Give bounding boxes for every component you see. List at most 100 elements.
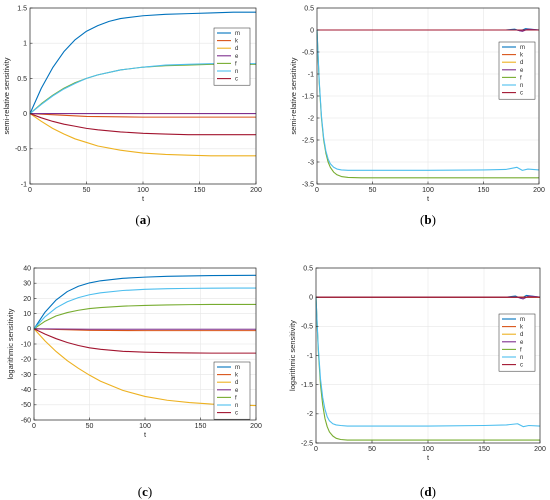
legend-label-d: d: [235, 380, 238, 386]
chart-panel-c: 0 50 100 150 200 -60 -50 -40 -30 -20 -10 0 10 20 30 40 t…: [6, 265, 262, 499]
x-tick-label: 100: [422, 446, 434, 453]
y-axis-label: logarithmic sensitivity: [288, 320, 297, 391]
series-line-k: [33, 328, 256, 332]
y-tick-label: -1.5: [301, 382, 313, 389]
legend-label-m: m: [520, 317, 525, 323]
series-line-c: [33, 328, 256, 354]
y-tick-label: 0: [309, 295, 313, 302]
series-line-m: [33, 274, 257, 330]
x-tick-label: 0: [28, 187, 32, 194]
series-line-n: [33, 287, 256, 330]
y-tick-label: 10: [23, 311, 31, 318]
legend-label-f: f: [520, 347, 522, 353]
y-tick-label: 0: [310, 27, 314, 34]
x-tick-label: 0: [314, 446, 318, 453]
legend-label-k: k: [235, 373, 239, 379]
x-tick-label: 100: [137, 187, 149, 194]
x-tick-label: 150: [194, 187, 206, 194]
panel-caption-letter: c: [142, 484, 148, 499]
y-tick-label: 30: [23, 281, 31, 288]
legend-box: [213, 361, 251, 420]
x-tick-label: 0: [315, 187, 319, 194]
y-tick-label: -2.5: [301, 440, 313, 447]
legend-label-k: k: [520, 325, 524, 331]
y-tick-label: 0: [27, 326, 31, 333]
y-tick-label: -3: [308, 159, 314, 166]
panel-caption: (d): [420, 484, 436, 499]
x-axis-label: t: [142, 194, 145, 203]
x-tick-label: 100: [422, 187, 434, 194]
legend-label-n: n: [235, 69, 238, 75]
y-tick-label: -3.5: [302, 181, 314, 188]
y-tick-label: -20: [21, 357, 31, 364]
x-tick-label: 200: [534, 446, 546, 453]
legend-label-f: f: [235, 395, 237, 401]
legend-box: [498, 313, 536, 372]
y-tick-label: -40: [21, 387, 31, 394]
y-tick-label: -0.5: [302, 49, 314, 56]
y-tick-label: 20: [23, 296, 31, 303]
legend-label-c: c: [235, 77, 238, 83]
legend-label-c: c: [520, 91, 523, 97]
legend-label-d: d: [520, 60, 523, 66]
x-tick-label: 200: [533, 187, 545, 194]
y-tick-label: -2: [308, 115, 314, 122]
y-axis-label: semi-relative sensitivity: [289, 57, 298, 134]
series-line-n: [316, 29, 540, 171]
series-line-f: [315, 297, 540, 441]
y-axis-label: semi-relative sensitivity: [2, 57, 11, 134]
legend-label-n: n: [520, 83, 523, 89]
y-tick-label: 0.5: [303, 265, 313, 272]
legend-label-d: d: [520, 332, 523, 338]
series-line-d: [29, 113, 256, 157]
panel-caption: (c): [138, 484, 152, 499]
y-tick-label: -30: [21, 372, 31, 379]
legend-label-m: m: [235, 365, 240, 371]
x-tick-label: 50: [368, 446, 376, 453]
y-tick-label: -1: [308, 71, 314, 78]
y-tick-label: 40: [23, 265, 31, 272]
x-tick-label: 0: [32, 423, 36, 430]
series-line-k: [29, 113, 256, 118]
y-tick-label: -1: [21, 181, 27, 188]
legend-label-e: e: [520, 68, 524, 74]
series-line-c: [29, 113, 256, 136]
legend-label-e: e: [520, 340, 524, 346]
legend-label-d: d: [235, 46, 238, 52]
x-tick-label: 50: [86, 423, 94, 430]
y-tick-label: -1: [307, 353, 313, 360]
y-tick-label: -10: [21, 341, 31, 348]
y-tick-label: -2.5: [302, 137, 314, 144]
y-tick-label: 0.5: [304, 5, 314, 12]
x-axis-label: t: [427, 453, 430, 462]
legend-label-k: k: [235, 39, 239, 45]
chart-panel-d: 0 50 100 150 200 -2.5 -2 -1.5 -1 -0.5 0 0.5 t logarit…: [288, 265, 546, 499]
series-line-f: [33, 303, 256, 330]
y-tick-label: 0.5: [17, 76, 27, 83]
panel-caption-letter: d: [424, 484, 432, 499]
x-tick-label: 100: [139, 423, 151, 430]
y-tick-label: 0: [23, 111, 27, 118]
series-line-d: [33, 328, 257, 407]
legend-label-n: n: [235, 403, 238, 409]
x-axis-label: t: [144, 430, 147, 439]
legend-label-c: c: [235, 411, 238, 417]
y-tick-label: -50: [21, 402, 31, 409]
legend-label-e: e: [235, 388, 239, 394]
x-tick-label: 200: [250, 423, 262, 430]
series-line-n: [315, 297, 541, 428]
legend-box: [498, 41, 536, 100]
legend-label-c: c: [520, 363, 523, 369]
x-axis-label: t: [427, 194, 430, 203]
legend-label-m: m: [520, 45, 525, 51]
y-tick-label: -60: [21, 417, 31, 424]
y-tick-label: -2: [307, 411, 313, 418]
x-tick-label: 200: [250, 187, 262, 194]
x-tick-label: 150: [478, 446, 490, 453]
legend-label-n: n: [520, 355, 523, 361]
x-tick-label: 150: [478, 187, 490, 194]
